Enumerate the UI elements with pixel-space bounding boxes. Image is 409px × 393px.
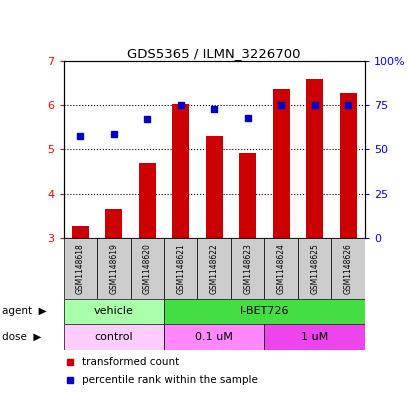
Bar [197,238,230,299]
Text: GSM1148621: GSM1148621 [176,243,185,294]
Bar [97,238,130,299]
Bar [63,324,164,350]
Text: GSM1148622: GSM1148622 [209,243,218,294]
Bar [264,238,297,299]
Text: agent  ▶: agent ▶ [2,307,47,316]
Text: transformed count: transformed count [81,357,178,367]
Bar [164,324,264,350]
Bar [297,238,330,299]
Text: dose  ▶: dose ▶ [2,332,41,342]
Bar [230,238,264,299]
Bar [330,238,364,299]
Title: GDS5365 / ILMN_3226700: GDS5365 / ILMN_3226700 [127,47,300,60]
Text: 1 uM: 1 uM [300,332,328,342]
Text: vehicle: vehicle [94,307,133,316]
Text: control: control [94,332,133,342]
Text: GSM1148620: GSM1148620 [142,243,151,294]
Text: GSM1148624: GSM1148624 [276,243,285,294]
Bar [272,89,289,238]
Bar [239,153,256,238]
Bar [63,238,97,299]
Bar [139,163,155,238]
Text: GSM1148626: GSM1148626 [343,243,352,294]
Text: GSM1148625: GSM1148625 [310,243,318,294]
Text: percentile rank within the sample: percentile rank within the sample [81,375,257,385]
Bar [105,209,122,238]
Bar [264,324,364,350]
Bar [306,79,322,238]
Bar [172,104,189,238]
Text: GSM1148619: GSM1148619 [109,243,118,294]
Text: 0.1 uM: 0.1 uM [195,332,233,342]
Bar [164,299,364,324]
Bar [205,136,222,238]
Bar [164,238,197,299]
Bar [63,299,164,324]
Bar [130,238,164,299]
Text: GSM1148623: GSM1148623 [243,243,252,294]
Text: I-BET726: I-BET726 [239,307,288,316]
Bar [339,93,356,238]
Bar [72,226,88,238]
Text: GSM1148618: GSM1148618 [76,243,85,294]
